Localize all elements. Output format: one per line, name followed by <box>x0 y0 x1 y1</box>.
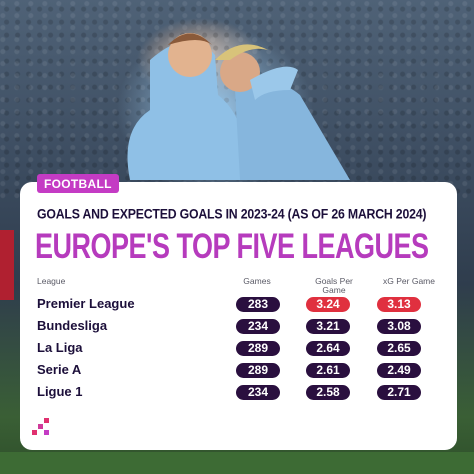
league-name: La Liga <box>37 340 83 355</box>
stats-card: FOOTBALL GOALS AND EXPECTED GOALS IN 202… <box>20 174 457 450</box>
gpg-value-pill: 2.61 <box>306 363 350 378</box>
games-value-pill: 289 <box>236 341 280 356</box>
opta-logo-icon <box>32 418 49 436</box>
games-value-pill: 234 <box>236 385 280 400</box>
chart-subtitle: GOALS AND EXPECTED GOALS IN 2023-24 (AS … <box>37 206 427 223</box>
brand-name-rest: Analyst <box>96 419 146 437</box>
xg-value-pill: 2.49 <box>377 363 421 378</box>
brand-name-bold: Opta <box>59 419 94 437</box>
column-header-league: League <box>37 276 66 286</box>
league-name: Bundesliga <box>37 318 108 333</box>
column-header-games: Games <box>243 276 271 286</box>
gpg-value-pill: 3.24 <box>306 297 350 312</box>
xg-value-pill: 2.65 <box>377 341 421 356</box>
league-name: Serie A <box>37 362 82 377</box>
gpg-value-pill: 2.64 <box>306 341 350 356</box>
games-value-pill: 289 <box>236 363 280 378</box>
league-name: Premier League <box>37 296 135 311</box>
category-tag[interactable]: FOOTBALL <box>37 174 119 193</box>
opta-analyst-logo: Opta Analyst <box>32 418 146 438</box>
gpg-value-pill: 2.58 <box>306 385 350 400</box>
league-name: Ligue 1 <box>37 384 83 399</box>
xg-value-pill: 3.08 <box>377 319 421 334</box>
games-value-pill: 234 <box>236 319 280 334</box>
xg-value-pill: 2.71 <box>377 385 421 400</box>
gpg-value-pill: 3.21 <box>306 319 350 334</box>
xg-value-pill: 3.13 <box>377 297 421 312</box>
chart-title: EUROPE'S TOP FIVE LEAGUES <box>35 227 429 266</box>
column-header-xg-per-game: xG Per Game <box>383 276 435 286</box>
column-header-goals-per-game: Goals Per Game <box>315 276 353 295</box>
games-value-pill: 283 <box>236 297 280 312</box>
